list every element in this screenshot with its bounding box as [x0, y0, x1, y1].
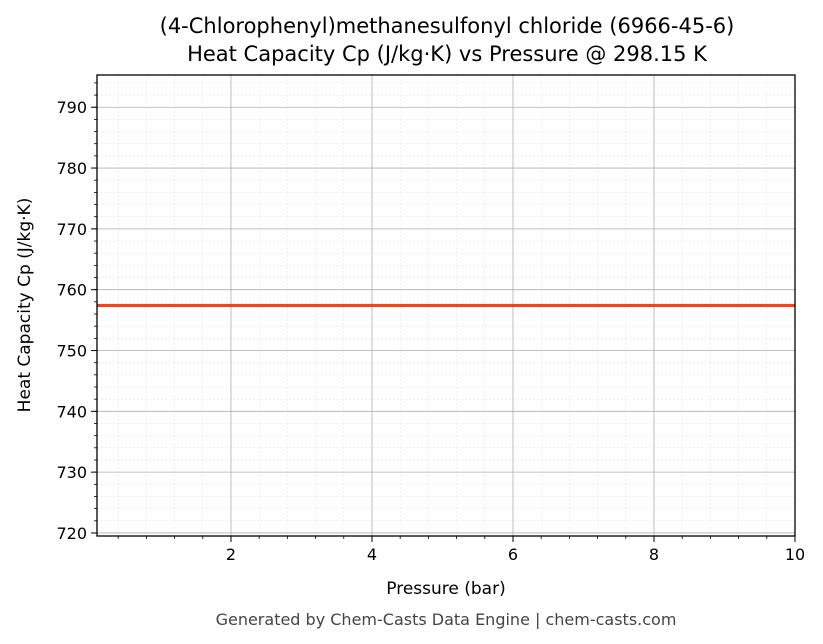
x-axis-label: Pressure (bar) [386, 579, 505, 599]
chart-title-line2: Heat Capacity Cp (J/kg·K) vs Pressure @ … [187, 42, 708, 66]
x-tick-label: 4 [367, 545, 377, 564]
x-tick-label: 8 [649, 545, 659, 564]
x-tick-label: 2 [226, 545, 236, 564]
axis-ticks: 2 4 6 8 10 720 730 740 750 760 770 780 790 [56, 82, 805, 564]
x-tick-label: 10 [785, 545, 805, 564]
y-tick-label: 720 [56, 524, 87, 543]
chart-title-line1: (4-Chlorophenyl)methanesulfonyl chloride… [160, 14, 735, 38]
plot-area-frame [96, 74, 796, 537]
y-tick-label: 740 [56, 402, 87, 421]
y-tick-label: 780 [56, 159, 87, 178]
y-tick-label: 760 [56, 281, 87, 300]
y-axis-label: Heat Capacity Cp (J/kg·K) [15, 198, 35, 413]
x-tick-label: 6 [508, 545, 518, 564]
y-tick-label: 790 [56, 98, 87, 117]
y-tick-label: 770 [56, 220, 87, 239]
footer-credit: Generated by Chem-Casts Data Engine | ch… [216, 610, 677, 629]
y-tick-label: 730 [56, 463, 87, 482]
y-tick-label: 750 [56, 342, 87, 361]
